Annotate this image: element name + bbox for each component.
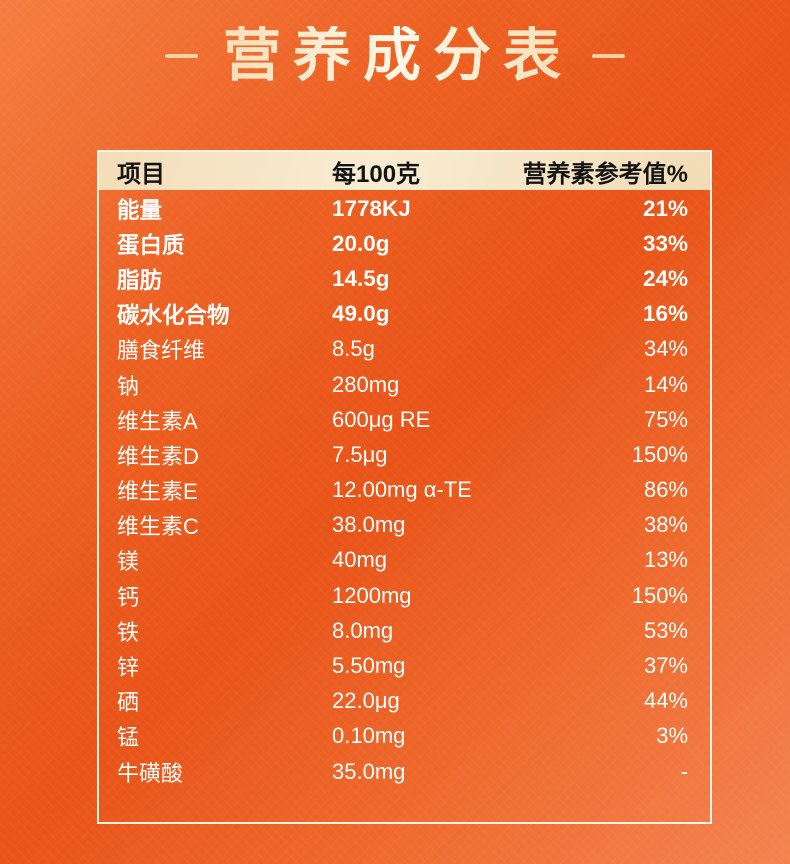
- title-left-dash-icon: [164, 54, 198, 59]
- nutrient-name: 碳水化合物: [117, 303, 230, 329]
- nutrient-nrv: 53%: [643, 617, 688, 643]
- nutrient-nrv: -: [680, 758, 688, 784]
- nutrient-amount: 22.0μg: [332, 688, 400, 714]
- nutrient-name: 铁: [117, 619, 140, 645]
- nutrient-nrv: 14%: [643, 371, 688, 397]
- table-body: 能量 1778KJ 21% 蛋白质 20.0g 33% 脂肪 14.5g 24%…: [99, 190, 710, 822]
- nutrient-amount: 280mg: [332, 371, 400, 397]
- page-title: 营养成分表: [217, 25, 573, 87]
- nutrient-name: 镁: [117, 549, 140, 575]
- table-row: 镁 40mg 13%: [99, 543, 710, 578]
- table-row: 维生素C 38.0mg 38%: [99, 508, 710, 543]
- nutrient-nrv: 16%: [642, 301, 688, 327]
- table-row: 铁 8.0mg 53%: [99, 613, 710, 648]
- nutrient-nrv: 150%: [631, 441, 688, 467]
- nutrient-name: 蛋白质: [117, 232, 185, 258]
- nutrient-nrv: 150%: [631, 582, 688, 608]
- nutrient-nrv: 33%: [642, 230, 688, 256]
- nutrient-amount: 1200mg: [332, 582, 412, 608]
- nutrient-name: 维生素E: [117, 479, 198, 505]
- table-row: 膳食纤维 8.5g 34%: [99, 332, 710, 367]
- table-header-row: 项目 每100克 营养素参考值%: [99, 152, 710, 190]
- header-per100g-column: 每100克: [332, 160, 421, 188]
- nutrient-nrv: 44%: [643, 688, 688, 714]
- nutrient-amount: 38.0mg: [332, 512, 406, 538]
- nutrient-name: 脂肪: [117, 267, 163, 293]
- table-row: 锰 0.10mg 3%: [99, 719, 710, 754]
- nutrient-name: 锰: [117, 725, 140, 751]
- table-row: 钠 280mg 14%: [99, 367, 710, 402]
- table-row: 能量 1778KJ 21%: [99, 191, 710, 226]
- nutrient-amount: 40mg: [332, 547, 388, 573]
- table-row: 蛋白质 20.0g 33%: [99, 226, 710, 261]
- nutrient-amount: 1778KJ: [332, 195, 411, 221]
- table-row: 维生素D 7.5μg 150%: [99, 437, 710, 472]
- table-row: 碳水化合物 49.0g 16%: [99, 297, 710, 332]
- table-row: 牛磺酸 35.0mg -: [99, 754, 710, 789]
- nutrient-name: 硒: [117, 690, 140, 716]
- nutrient-nrv: 13%: [643, 547, 688, 573]
- nutrient-amount: 20.0g: [332, 230, 390, 256]
- nutrient-amount: 8.5g: [332, 336, 375, 362]
- nutrient-nrv: 21%: [642, 195, 688, 221]
- nutrient-amount: 600μg RE: [332, 406, 431, 432]
- nutrient-name: 钙: [117, 584, 140, 610]
- nutrient-amount: 35.0mg: [332, 758, 406, 784]
- nutrient-nrv: 37%: [643, 653, 688, 679]
- nutrient-name: 维生素A: [117, 408, 198, 434]
- nutrient-amount: 8.0mg: [332, 617, 394, 643]
- header-nrv-column: 营养素参考值%: [522, 160, 688, 188]
- table-row: 锌 5.50mg 37%: [99, 648, 710, 683]
- nutrient-nrv: 24%: [642, 265, 688, 291]
- nutrient-amount: 14.5g: [332, 265, 390, 291]
- header-item-column: 项目: [117, 160, 165, 188]
- page-title-block: 营养成分表: [0, 25, 790, 87]
- title-right-dash-icon: [592, 54, 625, 59]
- nutrient-amount: 49.0g: [332, 301, 390, 327]
- nutrient-amount: 5.50mg: [332, 653, 406, 679]
- nutrient-amount: 7.5μg: [332, 441, 388, 467]
- nutrient-name: 能量: [117, 197, 163, 223]
- nutrient-name: 钠: [117, 373, 140, 399]
- nutrient-nrv: 75%: [643, 406, 688, 432]
- nutrient-nrv: 38%: [643, 512, 688, 538]
- table-row: 硒 22.0μg 44%: [99, 684, 710, 719]
- nutrition-table: 项目 每100克 营养素参考值% 能量 1778KJ 21% 蛋白质 20.0g…: [97, 150, 712, 824]
- nutrient-name: 维生素C: [117, 514, 199, 540]
- nutrient-name: 牛磺酸: [117, 760, 184, 786]
- nutrient-nrv: 34%: [643, 336, 688, 362]
- nutrient-amount: 0.10mg: [332, 723, 406, 749]
- table-row: 钙 1200mg 150%: [99, 578, 710, 613]
- nutrient-nrv: 86%: [643, 477, 688, 503]
- nutrient-amount: 12.00mg α-TE: [332, 477, 472, 503]
- nutrient-name: 锌: [117, 655, 140, 681]
- table-row: 维生素E 12.00mg α-TE 86%: [99, 473, 710, 508]
- table-row: 脂肪 14.5g 24%: [99, 261, 710, 296]
- table-row: 维生素A 600μg RE 75%: [99, 402, 710, 437]
- nutrient-name: 维生素D: [117, 443, 199, 469]
- nutrient-nrv: 3%: [656, 723, 688, 749]
- nutrient-name: 膳食纤维: [117, 338, 206, 364]
